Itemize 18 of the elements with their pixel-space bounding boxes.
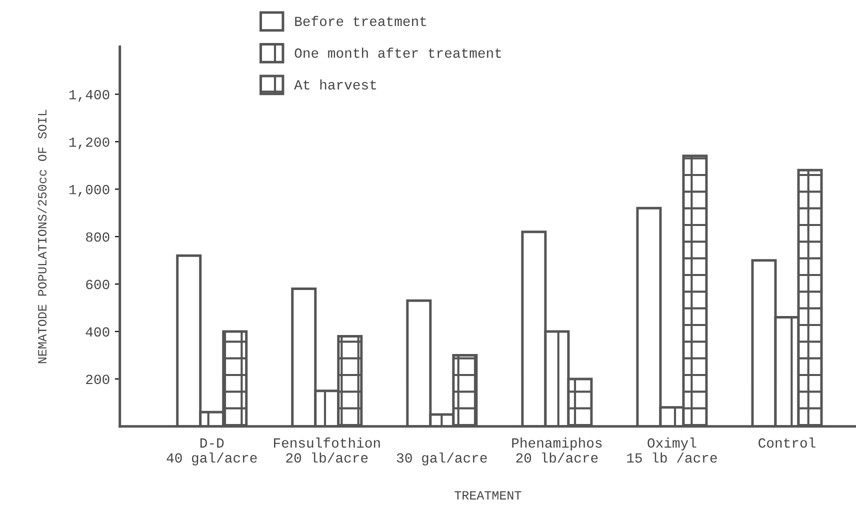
legend-label: Before treatment — [295, 16, 426, 26]
y-tick-label: 800 — [86, 232, 110, 242]
y-tick-label: 600 — [86, 280, 110, 290]
legend-label: At harvest — [294, 79, 376, 90]
y-axis-title: NEMATODE POPULATIONS/250cc OF SOIL — [37, 110, 47, 364]
y-tick-label: 1,200 — [69, 137, 110, 150]
y-tick-label: 200 — [86, 374, 110, 384]
x-axis-title: TREATMENT — [454, 491, 522, 500]
x-tick-label: Phenamiphos 20 lb/acre — [512, 438, 602, 463]
legend-label: One month after treatment — [294, 48, 502, 58]
x-tick-label: 30 gal/acre — [396, 452, 487, 466]
x-tick-label: D-D 40 gal/acre — [166, 438, 257, 466]
y-tick-label: 400 — [86, 327, 110, 337]
x-tick-label: Control — [758, 438, 816, 448]
x-tick-label: Oximyl 15 lb /acre — [627, 438, 717, 463]
y-tick-label: 1,400 — [69, 90, 110, 102]
x-tick-label: Fensulfothion 20 lb/acre — [274, 438, 380, 463]
y-tick-label: 1,000 — [69, 184, 110, 197]
